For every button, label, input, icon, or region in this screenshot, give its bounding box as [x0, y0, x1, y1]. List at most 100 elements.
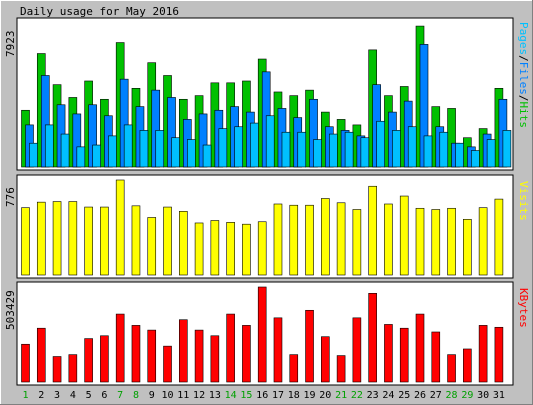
- visits-bar-day-26: [415, 207, 425, 276]
- pages-bar-day-3: [60, 133, 70, 168]
- visits-bar-day-30: [478, 207, 488, 276]
- hits-files-pages-panel: 7923 Pages/Files/Hits: [4, 17, 530, 171]
- visits-bar-day-5: [84, 206, 93, 276]
- day-label-9: 9: [149, 390, 155, 401]
- kbytes-bar-day-1: [21, 343, 30, 383]
- pages-bar-day-14: [234, 126, 243, 168]
- pages-bar-day-12: [202, 144, 212, 168]
- legend-part-4: Hits: [517, 102, 530, 129]
- day-label-3: 3: [54, 390, 60, 401]
- pages-bar-day-15: [250, 122, 259, 168]
- day-label-8: 8: [133, 390, 139, 401]
- kbytes-legend: KBytes: [517, 288, 530, 328]
- day-label-29: 29: [461, 390, 473, 401]
- day-label-28: 28: [446, 390, 458, 401]
- pages-bar-day-13: [218, 128, 228, 168]
- kbytes-bar-day-30: [478, 325, 488, 383]
- day-label-16: 16: [256, 390, 268, 401]
- visits-bar-day-6: [100, 206, 109, 276]
- day-label-5: 5: [86, 390, 92, 401]
- visits-bar-day-12: [194, 222, 204, 276]
- visits-bar-day-7: [115, 179, 125, 276]
- kbytes-bar-day-22: [352, 317, 362, 383]
- kbytes-bar-day-28: [447, 354, 456, 383]
- kbytes-bar-day-6: [100, 335, 109, 383]
- pages-bar-day-16: [265, 115, 275, 168]
- hits-files-pages-bars: [21, 25, 512, 168]
- kbytes-bar-day-18: [289, 354, 299, 383]
- pages-bar-day-1: [29, 142, 38, 168]
- day-label-14: 14: [225, 390, 237, 401]
- pages-bar-day-18: [297, 131, 307, 168]
- visits-bar-day-22: [352, 209, 362, 276]
- pages-bar-day-5: [92, 144, 101, 168]
- pages-bar-day-26: [423, 135, 433, 168]
- visits-bar-day-4: [68, 201, 78, 276]
- day-label-18: 18: [288, 390, 300, 401]
- day-label-22: 22: [351, 390, 363, 401]
- visits-bar-day-25: [399, 195, 409, 276]
- kbytes-bar-day-21: [336, 355, 346, 383]
- kbytes-bar-day-16: [257, 286, 267, 383]
- kbytes-bar-day-29: [463, 348, 472, 383]
- visits-bar-day-31: [494, 198, 504, 276]
- kbytes-bar-day-23: [368, 293, 377, 383]
- pages-bar-day-7: [123, 124, 133, 168]
- kbytes-bar-day-17: [273, 317, 283, 383]
- day-label-26: 26: [414, 390, 426, 401]
- pages-bar-day-22: [360, 137, 370, 168]
- day-label-15: 15: [240, 390, 252, 401]
- day-label-19: 19: [304, 390, 316, 401]
- day-label-21: 21: [335, 390, 347, 401]
- visits-bar-day-23: [368, 185, 377, 276]
- pages-bar-day-25: [407, 126, 417, 168]
- day-label-24: 24: [382, 390, 394, 401]
- kbytes-bar-day-7: [115, 313, 125, 383]
- pages-bar-day-21: [344, 131, 354, 168]
- pages-bar-day-17: [281, 131, 291, 168]
- visits-bar-day-27: [431, 209, 441, 276]
- visits-bar-day-8: [131, 205, 141, 276]
- kbytes-bars: [21, 286, 504, 383]
- visits-bar-day-14: [226, 222, 235, 276]
- visits-bar-day-20: [321, 198, 330, 276]
- pages-bar-day-4: [76, 146, 86, 168]
- pages-bar-day-31: [502, 130, 512, 168]
- kbytes-bar-day-31: [494, 326, 504, 383]
- pages-bar-day-11: [187, 139, 196, 168]
- day-label-30: 30: [477, 390, 489, 401]
- visits-bar-day-2: [36, 201, 46, 276]
- visits-bar-day-24: [384, 203, 393, 276]
- day-label-1: 1: [22, 390, 28, 401]
- visits-bar-day-1: [21, 207, 30, 276]
- visits-bar-day-18: [289, 204, 299, 276]
- day-label-17: 17: [272, 390, 284, 401]
- legend-part-3: /: [517, 95, 530, 102]
- kbytes-bar-day-13: [210, 335, 220, 383]
- pages-bar-day-27: [439, 131, 449, 168]
- pages-bar-day-10: [171, 137, 180, 168]
- pages-bar-day-23: [376, 120, 385, 168]
- day-label-12: 12: [193, 390, 205, 401]
- visits-legend: Visits: [517, 181, 530, 221]
- kbytes-bar-day-3: [52, 356, 62, 383]
- day-label-25: 25: [398, 390, 410, 401]
- visits-panel: 776 Visits: [4, 174, 530, 279]
- kbytes-bar-day-27: [431, 331, 441, 383]
- visits-bar-day-10: [163, 206, 172, 276]
- day-label-10: 10: [161, 390, 173, 401]
- pages-bar-day-19: [313, 139, 322, 168]
- visits-bar-day-3: [52, 201, 62, 276]
- pages-bar-day-29: [471, 150, 480, 168]
- pages-files-hits-legend: Pages/Files/Hits: [517, 22, 530, 128]
- pages-bar-day-20: [329, 133, 338, 168]
- pages-bar-day-2: [44, 124, 54, 168]
- day-label-27: 27: [430, 390, 442, 401]
- legend-part-0: Pages: [517, 22, 530, 55]
- visits-bar-day-21: [336, 202, 346, 276]
- kbytes-ymax-label: 503429: [4, 290, 17, 330]
- visits-bar-day-28: [447, 207, 456, 276]
- visits-bar-day-9: [147, 217, 157, 276]
- kbytes-bar-day-4: [68, 354, 78, 383]
- visits-bar-day-15: [242, 223, 251, 276]
